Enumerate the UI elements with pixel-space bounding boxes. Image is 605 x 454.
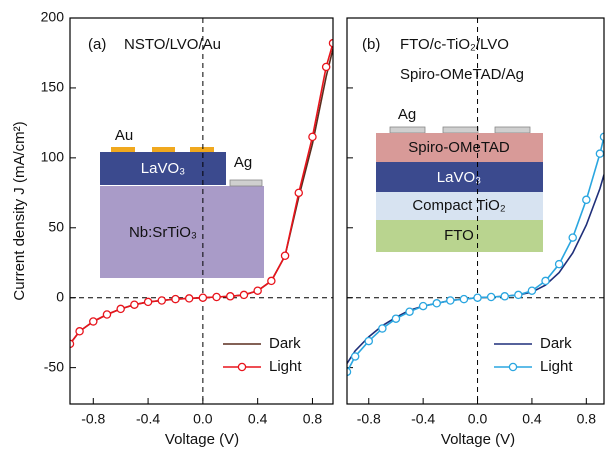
data-point <box>514 290 523 300</box>
y-tick-label: -50 <box>44 358 64 374</box>
inset-label: Compact TiO₂ <box>412 197 506 214</box>
tio2-layer <box>376 192 543 220</box>
data-point <box>89 317 98 326</box>
x-tick-label: 0.4 <box>522 411 542 427</box>
data-point <box>294 188 304 198</box>
y-tick-label: 150 <box>41 79 65 95</box>
data-point <box>308 132 317 142</box>
au-pad <box>190 147 214 152</box>
x-tick-label: 0.8 <box>577 411 597 427</box>
data-point <box>500 292 509 301</box>
data-point <box>527 286 537 295</box>
inset-label: LaVO₃ <box>437 169 481 186</box>
data-point <box>432 299 441 308</box>
lvo-layer <box>100 152 226 185</box>
plot-frame <box>346 17 605 405</box>
inset-label: Nb:SrTiO₃ <box>129 224 197 241</box>
data-point <box>347 367 352 377</box>
y-tick-label: 100 <box>41 149 65 165</box>
y-axis-label: Current density J (mA/cm²) <box>11 121 28 300</box>
legend-label: Dark <box>269 335 301 352</box>
data-point <box>582 195 591 205</box>
plot-area <box>347 132 604 377</box>
x-tick-label: -0.8 <box>81 411 105 427</box>
au-pad <box>111 147 135 152</box>
x-tick-label: 0.4 <box>248 411 268 427</box>
data-point <box>102 310 112 319</box>
data-point <box>378 324 387 333</box>
x-tick-label: 0.0 <box>468 411 488 427</box>
data-point <box>554 259 564 269</box>
x-tick-label: -0.4 <box>136 411 160 427</box>
panel-label: (b) <box>362 36 380 53</box>
x-tick-label: -0.4 <box>411 411 435 427</box>
legend-marker <box>508 362 518 372</box>
data-point <box>157 296 167 305</box>
data-point <box>253 286 262 295</box>
data-point <box>226 292 235 301</box>
lvo-layer <box>376 162 543 192</box>
ag-pad <box>389 126 426 134</box>
data-point <box>541 276 550 286</box>
data-point <box>364 336 374 346</box>
inset-label: Ag <box>398 106 416 123</box>
data-point <box>568 233 577 242</box>
y-tick-label: 200 <box>41 9 65 25</box>
data-point <box>280 251 290 261</box>
x-tick-label: 0.0 <box>193 411 213 427</box>
data-point <box>391 314 401 323</box>
inset-label: Ag <box>234 154 252 171</box>
data-point <box>212 292 221 302</box>
data-point <box>198 293 208 302</box>
data-point <box>350 352 360 361</box>
inset-label: FTO <box>444 227 474 244</box>
data-point <box>459 294 469 304</box>
data-point <box>75 327 84 336</box>
data-point <box>130 300 139 309</box>
data-point <box>599 132 604 142</box>
spiro-layer <box>376 133 543 162</box>
fto-layer <box>376 220 543 252</box>
data-point <box>267 276 276 286</box>
legend-label: Light <box>540 358 573 375</box>
data-point <box>171 294 180 304</box>
data-point <box>446 296 455 305</box>
data-point <box>239 290 249 300</box>
chart-title: FTO/c-TiO₂/LVO <box>400 36 509 53</box>
chart-title: NSTO/LVO/Au <box>124 36 221 53</box>
x-axis-label: Voltage (V) <box>165 431 239 448</box>
ag-pad <box>442 126 479 134</box>
au-pad <box>152 147 175 152</box>
chart-subtitle: Spiro-OMeTAD/Ag <box>400 66 524 83</box>
panel-label: (a) <box>88 36 106 53</box>
data-point <box>184 294 194 303</box>
data-point <box>116 304 125 314</box>
data-point <box>595 149 604 158</box>
x-axis-label: Voltage (V) <box>441 431 515 448</box>
data-point <box>405 307 414 316</box>
x-tick-label: 0.8 <box>303 411 323 427</box>
inset-a: Au LaVO₃ Ag Nb:SrTiO₃ <box>100 127 264 278</box>
y-tick-label: 50 <box>48 218 64 234</box>
y-tick-label: 0 <box>56 288 64 304</box>
ag-pad <box>229 179 263 187</box>
plot-area <box>70 38 333 349</box>
legend-label: Light <box>269 358 302 375</box>
x-tick-label: -0.8 <box>357 411 381 427</box>
legend-marker <box>237 362 247 372</box>
inset-b: Ag Spiro-OMeTAD LaVO₃ Compact TiO₂ FTO <box>376 106 543 252</box>
inset-label: LaVO₃ <box>141 160 185 177</box>
legend-label: Dark <box>540 335 572 352</box>
data-point <box>473 293 482 302</box>
substrate-layer <box>100 186 264 278</box>
plot-frame <box>69 17 334 405</box>
inset-label: Au <box>115 127 133 144</box>
data-point <box>486 292 496 302</box>
data-point <box>143 297 153 307</box>
ag-pad <box>494 126 531 134</box>
data-point <box>321 62 331 72</box>
data-point <box>418 301 428 311</box>
inset-label: Spiro-OMeTAD <box>408 139 510 156</box>
